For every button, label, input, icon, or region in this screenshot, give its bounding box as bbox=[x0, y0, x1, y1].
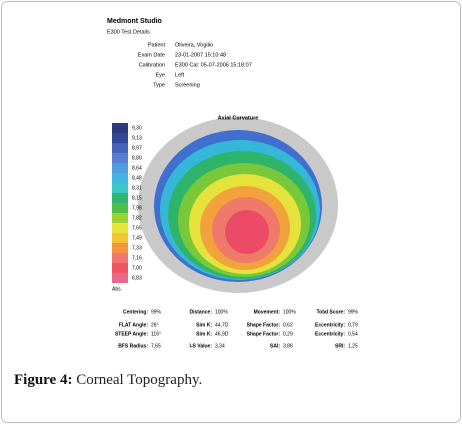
scale-swatch bbox=[112, 233, 128, 243]
scale-swatch bbox=[112, 163, 128, 173]
stat-value: 3,34 bbox=[215, 343, 225, 349]
stat-value: 0,62 bbox=[283, 322, 293, 328]
scale-label: 8,97 bbox=[132, 145, 142, 151]
scale-label: 7,00 bbox=[132, 265, 142, 271]
scale-swatch bbox=[112, 193, 128, 203]
topography-map bbox=[138, 117, 338, 293]
field-label: Exam Date bbox=[138, 52, 165, 58]
scale-swatch bbox=[112, 153, 128, 163]
field-value: Oliveira, Virgilio bbox=[175, 42, 213, 48]
caption-label: Figure 4: bbox=[14, 372, 73, 388]
scale-label: 7,98 bbox=[132, 205, 142, 211]
scale-label: 8,15 bbox=[132, 195, 142, 201]
scale-label: 7,82 bbox=[132, 215, 142, 221]
stat-label: Eccentricity: bbox=[315, 331, 345, 337]
field-value: 23-01-2007 15:10:48 bbox=[175, 52, 226, 58]
scale-swatch bbox=[112, 273, 128, 283]
field-value: Screening bbox=[175, 82, 200, 88]
stat-value: 3,86 bbox=[283, 343, 293, 349]
scale-swatch bbox=[112, 253, 128, 263]
scale-label: 8,64 bbox=[132, 165, 142, 171]
stat-label: Eccentricity: bbox=[315, 322, 345, 328]
stat-label: Shape Factor: bbox=[247, 322, 281, 328]
stat-value: 99% bbox=[151, 309, 162, 315]
field-label: Eye bbox=[156, 72, 165, 78]
stat-value: 0,29 bbox=[283, 331, 293, 337]
stat-value: 100% bbox=[215, 309, 228, 315]
scale-swatch bbox=[112, 263, 128, 273]
scale-swatch bbox=[112, 243, 128, 253]
caption: Figure 4: Corneal Topography. bbox=[14, 372, 202, 389]
scale-label: 8,48 bbox=[132, 175, 142, 181]
map-title: Axial Curvature bbox=[218, 115, 259, 121]
scale-label: 6,83 bbox=[132, 275, 142, 281]
stat-label: Movement: bbox=[254, 309, 281, 315]
stat-label: I-S Value: bbox=[189, 343, 212, 349]
stat-value: 7,65 bbox=[151, 343, 161, 349]
scale-swatch bbox=[112, 133, 128, 143]
scale-label: 8,31 bbox=[132, 185, 142, 191]
scale-label: 8,80 bbox=[132, 155, 142, 161]
field-label: Patient bbox=[148, 42, 166, 48]
stat-label: Distance: bbox=[189, 309, 212, 315]
stat-label: Centering: bbox=[123, 309, 148, 315]
stat-label: SRI: bbox=[335, 343, 345, 349]
field-label: Calibration bbox=[139, 62, 165, 68]
scale-label: 7,33 bbox=[132, 245, 142, 251]
stat-label: Sim K: bbox=[196, 322, 212, 328]
stat-value: 0,54 bbox=[348, 331, 358, 337]
stat-label: Sim K: bbox=[196, 331, 212, 337]
field-value: Left bbox=[175, 72, 185, 78]
scale-label: 7,49 bbox=[132, 235, 142, 241]
stat-label: SAI: bbox=[270, 343, 280, 349]
stat-value: 46,9D bbox=[215, 331, 229, 337]
scale-swatch bbox=[112, 203, 128, 213]
stat-label: Shape Factor: bbox=[247, 331, 281, 337]
scale-swatch bbox=[112, 143, 128, 153]
scale-swatch bbox=[112, 123, 128, 133]
stat-value: 99% bbox=[348, 309, 359, 315]
scale-label: 7,16 bbox=[132, 255, 142, 261]
field-value: E300 Cal: 05-07-2006 15:18:07 bbox=[175, 62, 252, 68]
scale-unit: Abs. bbox=[112, 286, 122, 292]
stat-value: 1,25 bbox=[348, 343, 358, 349]
stat-value: 44,7D bbox=[215, 322, 229, 328]
scale-label: 9,13 bbox=[132, 135, 142, 141]
stat-value: 116° bbox=[151, 331, 161, 337]
stat-value: 100% bbox=[283, 309, 296, 315]
stat-value: 0,79 bbox=[348, 322, 358, 328]
stat-value: 26° bbox=[151, 322, 159, 328]
app-title: Medmont Studio bbox=[107, 18, 162, 25]
scale-label: 7,65 bbox=[132, 225, 142, 231]
stat-label: STEEP Angle: bbox=[115, 331, 148, 337]
stat-label: Total Score: bbox=[316, 309, 345, 315]
caption-text: Corneal Topography. bbox=[76, 372, 203, 388]
scale-swatch bbox=[112, 223, 128, 233]
field-label: Type bbox=[153, 82, 165, 88]
stat-label: FLAT Angle: bbox=[119, 322, 148, 328]
scale-swatch bbox=[112, 183, 128, 193]
section-title: E300 Test Details bbox=[107, 29, 150, 35]
stat-label: BFS Radius: bbox=[118, 343, 148, 349]
scale-label: 9,30 bbox=[132, 125, 142, 131]
scale-swatch bbox=[112, 173, 128, 183]
scale-swatch bbox=[112, 213, 128, 223]
